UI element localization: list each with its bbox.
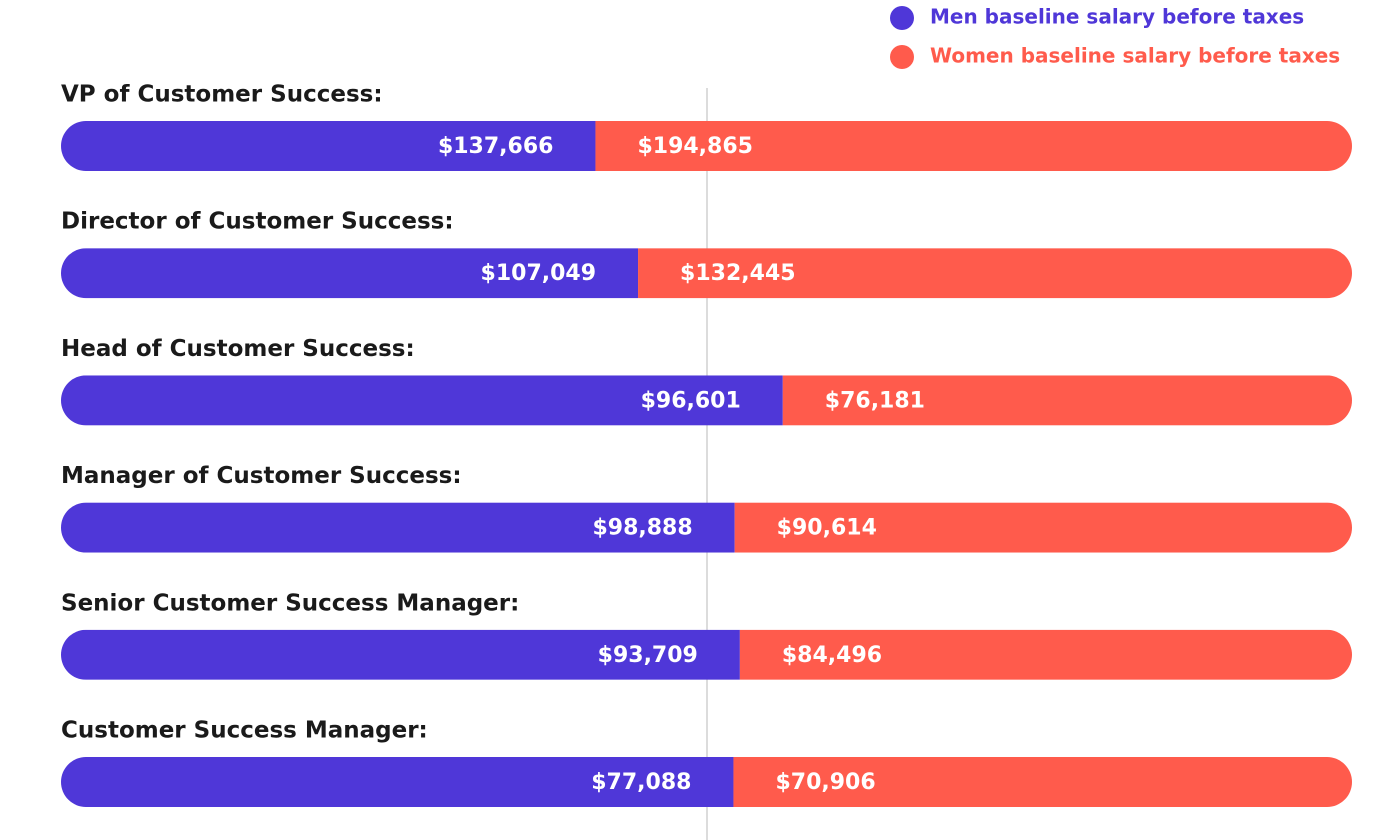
value-label: $77,088 [591, 770, 691, 795]
category-label: Manager of Customer Success: [61, 463, 462, 489]
value-label: $76,181 [825, 388, 925, 413]
bar-segment [734, 502, 1352, 553]
bar-segment [61, 121, 596, 171]
bar-row [61, 121, 1352, 171]
value-label: $107,049 [481, 261, 597, 286]
bar-segment [733, 757, 1352, 807]
bar-segment [61, 375, 783, 426]
bar-segment [61, 629, 740, 680]
category-label: Senior Customer Success Manager: [61, 590, 519, 616]
value-label: $137,666 [438, 134, 554, 159]
category-label: Director of Customer Success: [61, 209, 454, 235]
value-label: $93,709 [598, 643, 698, 668]
value-label: $96,601 [641, 388, 741, 413]
bar-segment [61, 757, 734, 807]
bar-segment [595, 121, 1352, 171]
bar-row [61, 502, 1352, 553]
bar-row [61, 248, 1352, 299]
bar-segment [739, 629, 1352, 680]
legend-marker [890, 6, 914, 30]
value-label: $70,906 [775, 770, 875, 795]
value-label: $98,888 [592, 516, 692, 541]
bar-segment [61, 502, 735, 553]
bar-segment [61, 248, 639, 299]
category-label: Customer Success Manager: [61, 718, 428, 744]
bar-row [61, 629, 1352, 680]
legend-marker [890, 45, 914, 69]
value-label: $194,865 [637, 134, 753, 159]
bar-segment [782, 375, 1352, 426]
bar-segment [638, 248, 1352, 299]
value-label: $90,614 [777, 516, 877, 541]
value-label: $84,496 [782, 643, 882, 668]
legend-label: Men baseline salary before taxes [930, 5, 1304, 29]
value-label: $132,445 [680, 261, 796, 286]
category-label: Head of Customer Success: [61, 336, 415, 362]
bar-row [61, 757, 1352, 807]
category-label: VP of Customer Success: [61, 82, 383, 108]
legend-label: Women baseline salary before taxes [930, 44, 1340, 68]
bar-row [61, 375, 1352, 426]
